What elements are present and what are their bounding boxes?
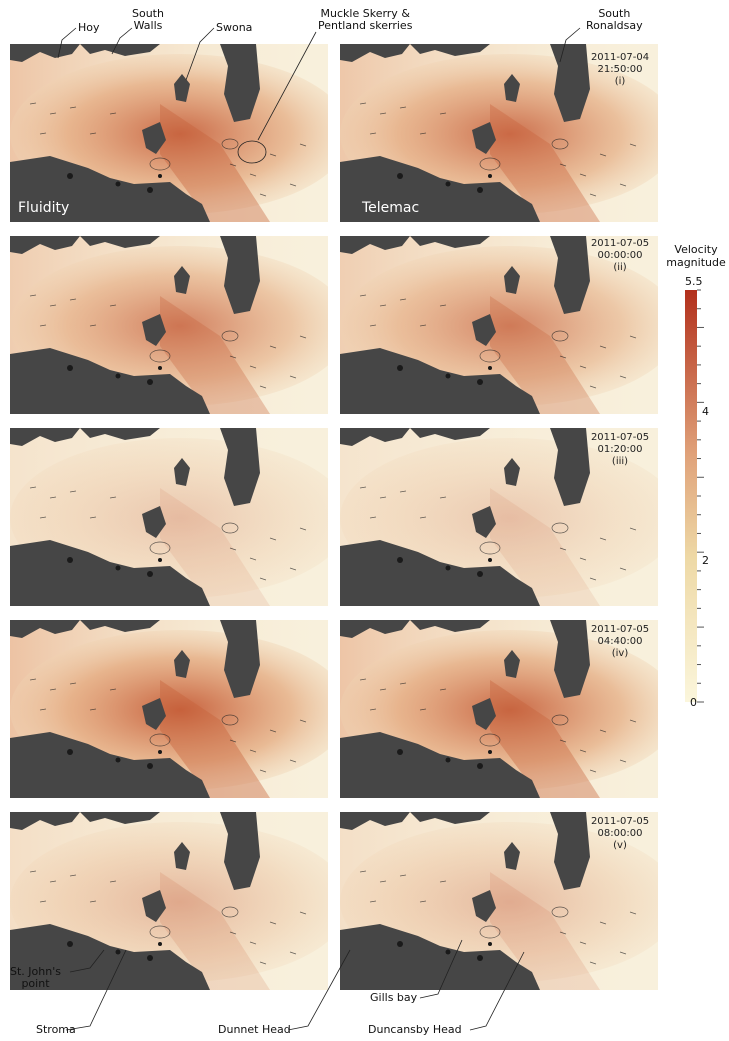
label-dunnet-head: Dunnet Head — [218, 1023, 291, 1036]
map-panel-fluidity-iii — [10, 428, 328, 606]
colorbar-title: Velocity magnitude — [666, 243, 726, 269]
model-label-telemac: Telemac — [362, 200, 420, 216]
label-south-ronaldsay: South Ronaldsay — [586, 7, 643, 32]
model-label-fluidity: Fluidity — [18, 200, 70, 216]
map-panel-fluidity-v — [10, 812, 328, 990]
label-duncansby-head: Duncansby Head — [368, 1023, 462, 1036]
colorbar-tick-4: 4 — [702, 405, 709, 418]
label-st-johns-point: St. John's point — [10, 965, 61, 990]
timestamp-i: 2011-07-04 21:50:00 (i) — [590, 52, 650, 87]
timestamp-iv: 2011-07-05 04:40:00 (iv) — [590, 624, 650, 659]
label-muckle-skerry: Muckle Skerry & Pentland skerries — [318, 7, 413, 32]
colorbar-bar — [685, 289, 704, 703]
timestamp-iii: 2011-07-05 01:20:00 (iii) — [590, 432, 650, 467]
map-panel-telemac-i — [340, 44, 658, 222]
colorbar-tick-0: 0 — [690, 696, 697, 709]
colorbar-tick-2: 2 — [702, 554, 709, 567]
map-panel-telemac-ii — [340, 236, 658, 414]
timestamp-v: 2011-07-05 08:00:00 (v) — [590, 816, 650, 851]
label-hoy: Hoy — [78, 21, 100, 34]
map-panel-fluidity-iv — [10, 620, 328, 798]
label-stroma: Stroma — [36, 1023, 76, 1036]
timestamp-ii: 2011-07-05 00:00:00 (ii) — [590, 238, 650, 273]
map-panel-fluidity-i — [10, 44, 328, 222]
map-panel-telemac-iii — [340, 428, 658, 606]
label-swona: Swona — [216, 21, 253, 34]
label-gills-bay: Gills bay — [370, 991, 418, 1004]
label-south-walls: South Walls — [132, 7, 164, 32]
map-panel-fluidity-ii — [10, 236, 328, 414]
map-panel-telemac-iv — [340, 620, 658, 798]
colorbar-max-label: 5.5 — [685, 275, 703, 288]
